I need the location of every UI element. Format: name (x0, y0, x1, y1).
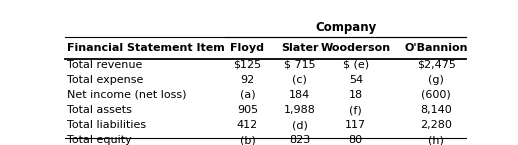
Text: Total expense: Total expense (67, 75, 143, 85)
Text: 117: 117 (345, 120, 366, 130)
Text: Net income (net loss): Net income (net loss) (67, 90, 186, 100)
Text: Slater: Slater (281, 42, 319, 52)
Text: $ 715: $ 715 (284, 60, 315, 70)
Text: 184: 184 (289, 90, 310, 100)
Text: $ (e): $ (e) (343, 60, 369, 70)
Text: 2,280: 2,280 (420, 120, 452, 130)
Text: 905: 905 (237, 105, 258, 115)
Text: O'Bannion: O'Bannion (405, 42, 468, 52)
Text: 1,988: 1,988 (284, 105, 315, 115)
Text: (f): (f) (350, 105, 362, 115)
Text: Total equity: Total equity (67, 135, 132, 145)
Text: Financial Statement Item: Financial Statement Item (67, 42, 224, 52)
Text: $2,475: $2,475 (416, 60, 455, 70)
Text: Total revenue: Total revenue (67, 60, 142, 70)
Text: 8,140: 8,140 (420, 105, 452, 115)
Text: (c): (c) (292, 75, 307, 85)
Text: 54: 54 (349, 75, 363, 85)
Text: 92: 92 (240, 75, 254, 85)
Text: 412: 412 (237, 120, 258, 130)
Text: $125: $125 (233, 60, 262, 70)
Text: Total liabilities: Total liabilities (67, 120, 146, 130)
Text: 18: 18 (349, 90, 363, 100)
Text: Total assets: Total assets (67, 105, 132, 115)
Text: (h): (h) (428, 135, 444, 145)
Text: (g): (g) (428, 75, 444, 85)
Text: 823: 823 (289, 135, 310, 145)
Text: (600): (600) (421, 90, 451, 100)
Text: (d): (d) (292, 120, 308, 130)
Text: Floyd: Floyd (231, 42, 264, 52)
Text: (a): (a) (240, 90, 255, 100)
Text: Company: Company (315, 21, 377, 34)
Text: Wooderson: Wooderson (321, 42, 391, 52)
Text: (b): (b) (239, 135, 255, 145)
Text: 80: 80 (349, 135, 363, 145)
